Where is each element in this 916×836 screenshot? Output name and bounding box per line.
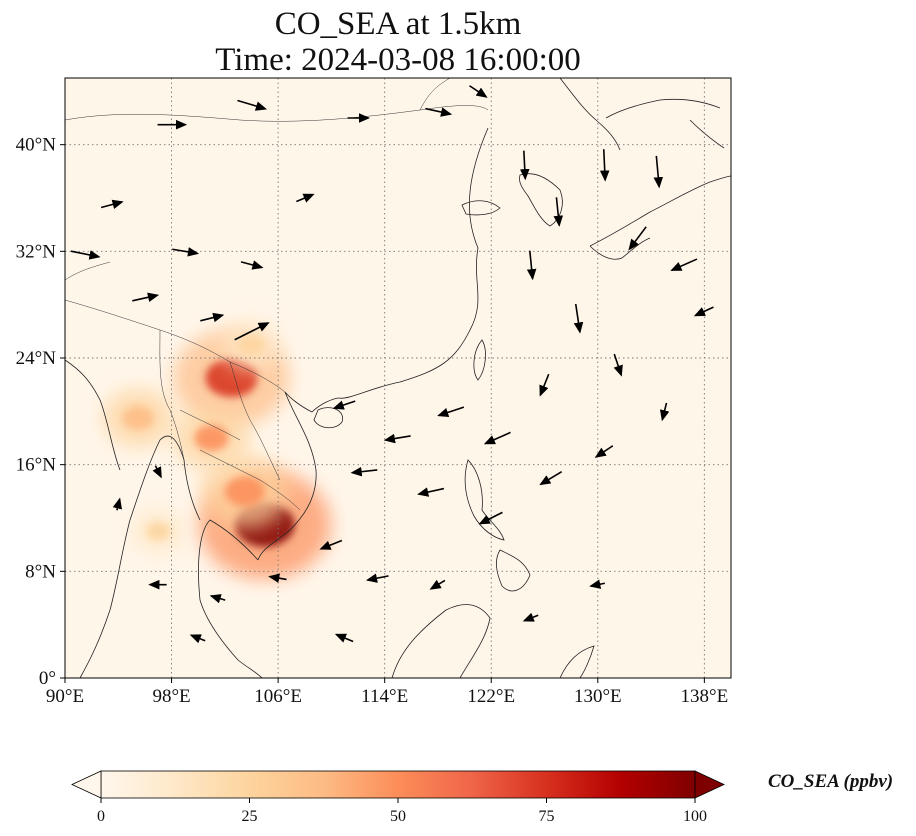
wind-arrow-40 xyxy=(112,497,123,511)
wind-arrow-29 xyxy=(417,487,445,497)
wind-arrow-38 xyxy=(209,594,226,604)
wind-vectors xyxy=(70,85,714,644)
lat-tick-label-4: 32°N xyxy=(16,241,57,262)
wind-arrow-25 xyxy=(437,406,465,418)
co-hotspot-3 xyxy=(172,405,251,471)
colorbar-label: CO_SEA (ppbv) xyxy=(768,771,894,792)
wind-arrow-36 xyxy=(429,579,446,590)
lon-tick-label-1: 98°E xyxy=(152,686,190,707)
co-hotspot-2 xyxy=(200,454,290,529)
wind-arrow-12 xyxy=(469,85,488,98)
wind-arrow-43 xyxy=(334,633,354,643)
wind-arrow-19 xyxy=(653,155,664,189)
wind-arrow-24 xyxy=(483,431,511,445)
lat-tick-label-2: 16°N xyxy=(16,455,57,476)
colorbar: 0 25 50 75 100 xyxy=(71,770,725,825)
wind-arrow-22 xyxy=(613,353,623,377)
wind-arrow-0 xyxy=(70,250,101,260)
wind-arrow-45 xyxy=(589,579,605,589)
wind-arrow-44 xyxy=(522,612,539,622)
lon-tick-label-0: 90°E xyxy=(46,686,84,707)
wind-arrow-11 xyxy=(425,107,453,117)
wind-arrow-9 xyxy=(237,99,268,111)
wind-arrow-23 xyxy=(539,373,550,397)
co-hotspot-4 xyxy=(102,388,175,448)
lat-tick-label-5: 40°N xyxy=(16,135,57,156)
coastlines xyxy=(65,78,731,678)
wind-arrow-27 xyxy=(332,400,356,410)
wind-arrow-42 xyxy=(189,634,206,644)
wind-arrow-33 xyxy=(659,402,670,422)
colorbar-extend-min xyxy=(71,770,102,799)
wind-arrow-28 xyxy=(350,466,378,477)
lon-tick-label-2: 106°E xyxy=(254,686,302,707)
wind-arrow-1 xyxy=(100,199,124,209)
lat-tick-label-1: 8°N xyxy=(25,561,56,582)
wind-arrow-3 xyxy=(172,247,200,257)
wind-arrow-30 xyxy=(478,511,503,525)
colorbar-tick-label-2: 50 xyxy=(390,808,406,825)
wind-arrow-7 xyxy=(296,193,315,203)
lat-tick-label-3: 24°N xyxy=(16,348,57,369)
colorbar-gradient xyxy=(100,770,696,799)
colorbar-tick-label-3: 75 xyxy=(539,808,555,825)
map-axes: 90°E 98°E 106°E 114°E 122°E 130°E 138°E 0° 8°N 16… xyxy=(16,135,729,707)
lat-tick-label-0: 0° xyxy=(39,668,56,689)
lon-tick-label-5: 130°E xyxy=(574,686,622,707)
wind-arrow-26 xyxy=(383,433,411,444)
colorbar-tick-label-1: 25 xyxy=(242,808,258,825)
wind-arrow-41 xyxy=(152,465,162,479)
wind-arrow-15 xyxy=(599,149,610,182)
wind-arrow-21 xyxy=(573,303,584,334)
colorbar-tick-label-0: 0 xyxy=(97,808,105,825)
co-hotspot-6 xyxy=(220,319,282,371)
colorbar-extend-max xyxy=(694,770,725,799)
wind-arrow-31 xyxy=(539,471,563,486)
map-panel xyxy=(65,78,731,678)
wind-arrow-35 xyxy=(365,573,389,583)
country-borders xyxy=(65,78,489,511)
map-title: CO_SEA at 1.5km xyxy=(274,6,522,42)
co-concentration-field xyxy=(102,319,332,580)
wind-arrow-37 xyxy=(268,573,287,583)
colorbar-ticks: 0 25 50 75 100 xyxy=(97,798,707,825)
gridlines xyxy=(65,78,731,678)
wind-arrow-13 xyxy=(519,150,530,181)
wind-arrow-20 xyxy=(526,250,537,281)
lon-tick-label-3: 114°E xyxy=(361,686,408,707)
wind-arrow-16 xyxy=(628,226,647,251)
wind-arrow-4 xyxy=(200,312,225,323)
wind-arrow-34 xyxy=(319,539,343,550)
wind-arrow-32 xyxy=(594,445,614,458)
map-subtitle-time: Time: 2024-03-08 16:00:00 xyxy=(215,42,581,78)
wind-arrow-2 xyxy=(132,292,160,302)
wind-arrow-5 xyxy=(234,322,270,341)
colorbar-tick-label-4: 100 xyxy=(683,808,707,825)
wind-arrow-6 xyxy=(240,260,264,270)
wind-arrow-18 xyxy=(693,306,714,317)
wind-arrow-14 xyxy=(553,197,564,227)
lon-tick-label-4: 122°E xyxy=(467,686,515,707)
map-frame xyxy=(64,77,732,679)
co-hotspot-5 xyxy=(130,508,186,555)
lon-tick-label-6: 138°E xyxy=(681,686,729,707)
wind-arrow-17 xyxy=(670,258,698,271)
